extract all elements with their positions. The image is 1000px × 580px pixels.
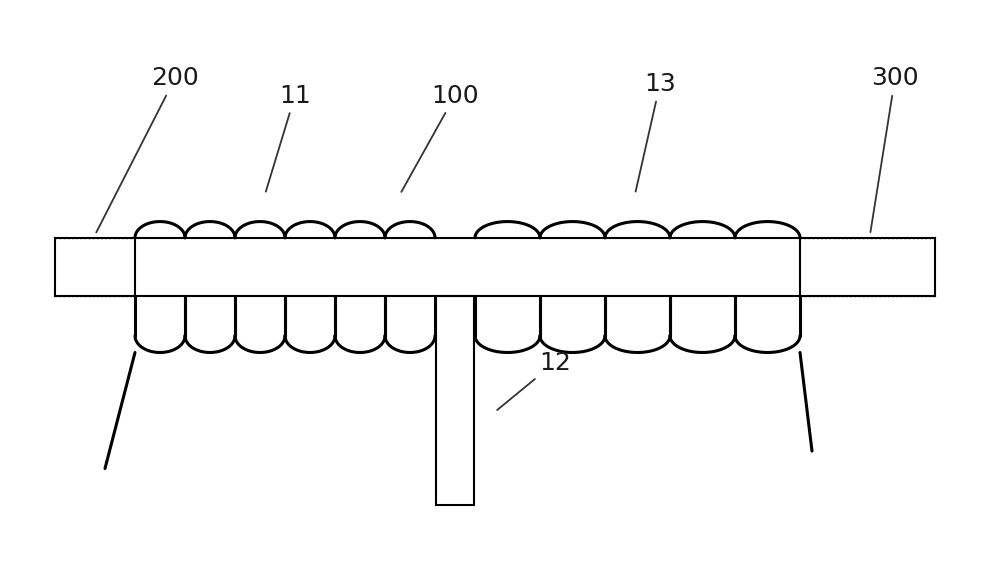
Bar bbox=[55, 238, 935, 296]
Text: 11: 11 bbox=[266, 84, 311, 191]
Text: 200: 200 bbox=[96, 66, 199, 233]
Text: 13: 13 bbox=[636, 72, 676, 191]
Text: 300: 300 bbox=[870, 66, 919, 232]
Bar bbox=[436, 296, 474, 505]
Text: 100: 100 bbox=[401, 84, 479, 192]
Text: 12: 12 bbox=[497, 350, 571, 410]
